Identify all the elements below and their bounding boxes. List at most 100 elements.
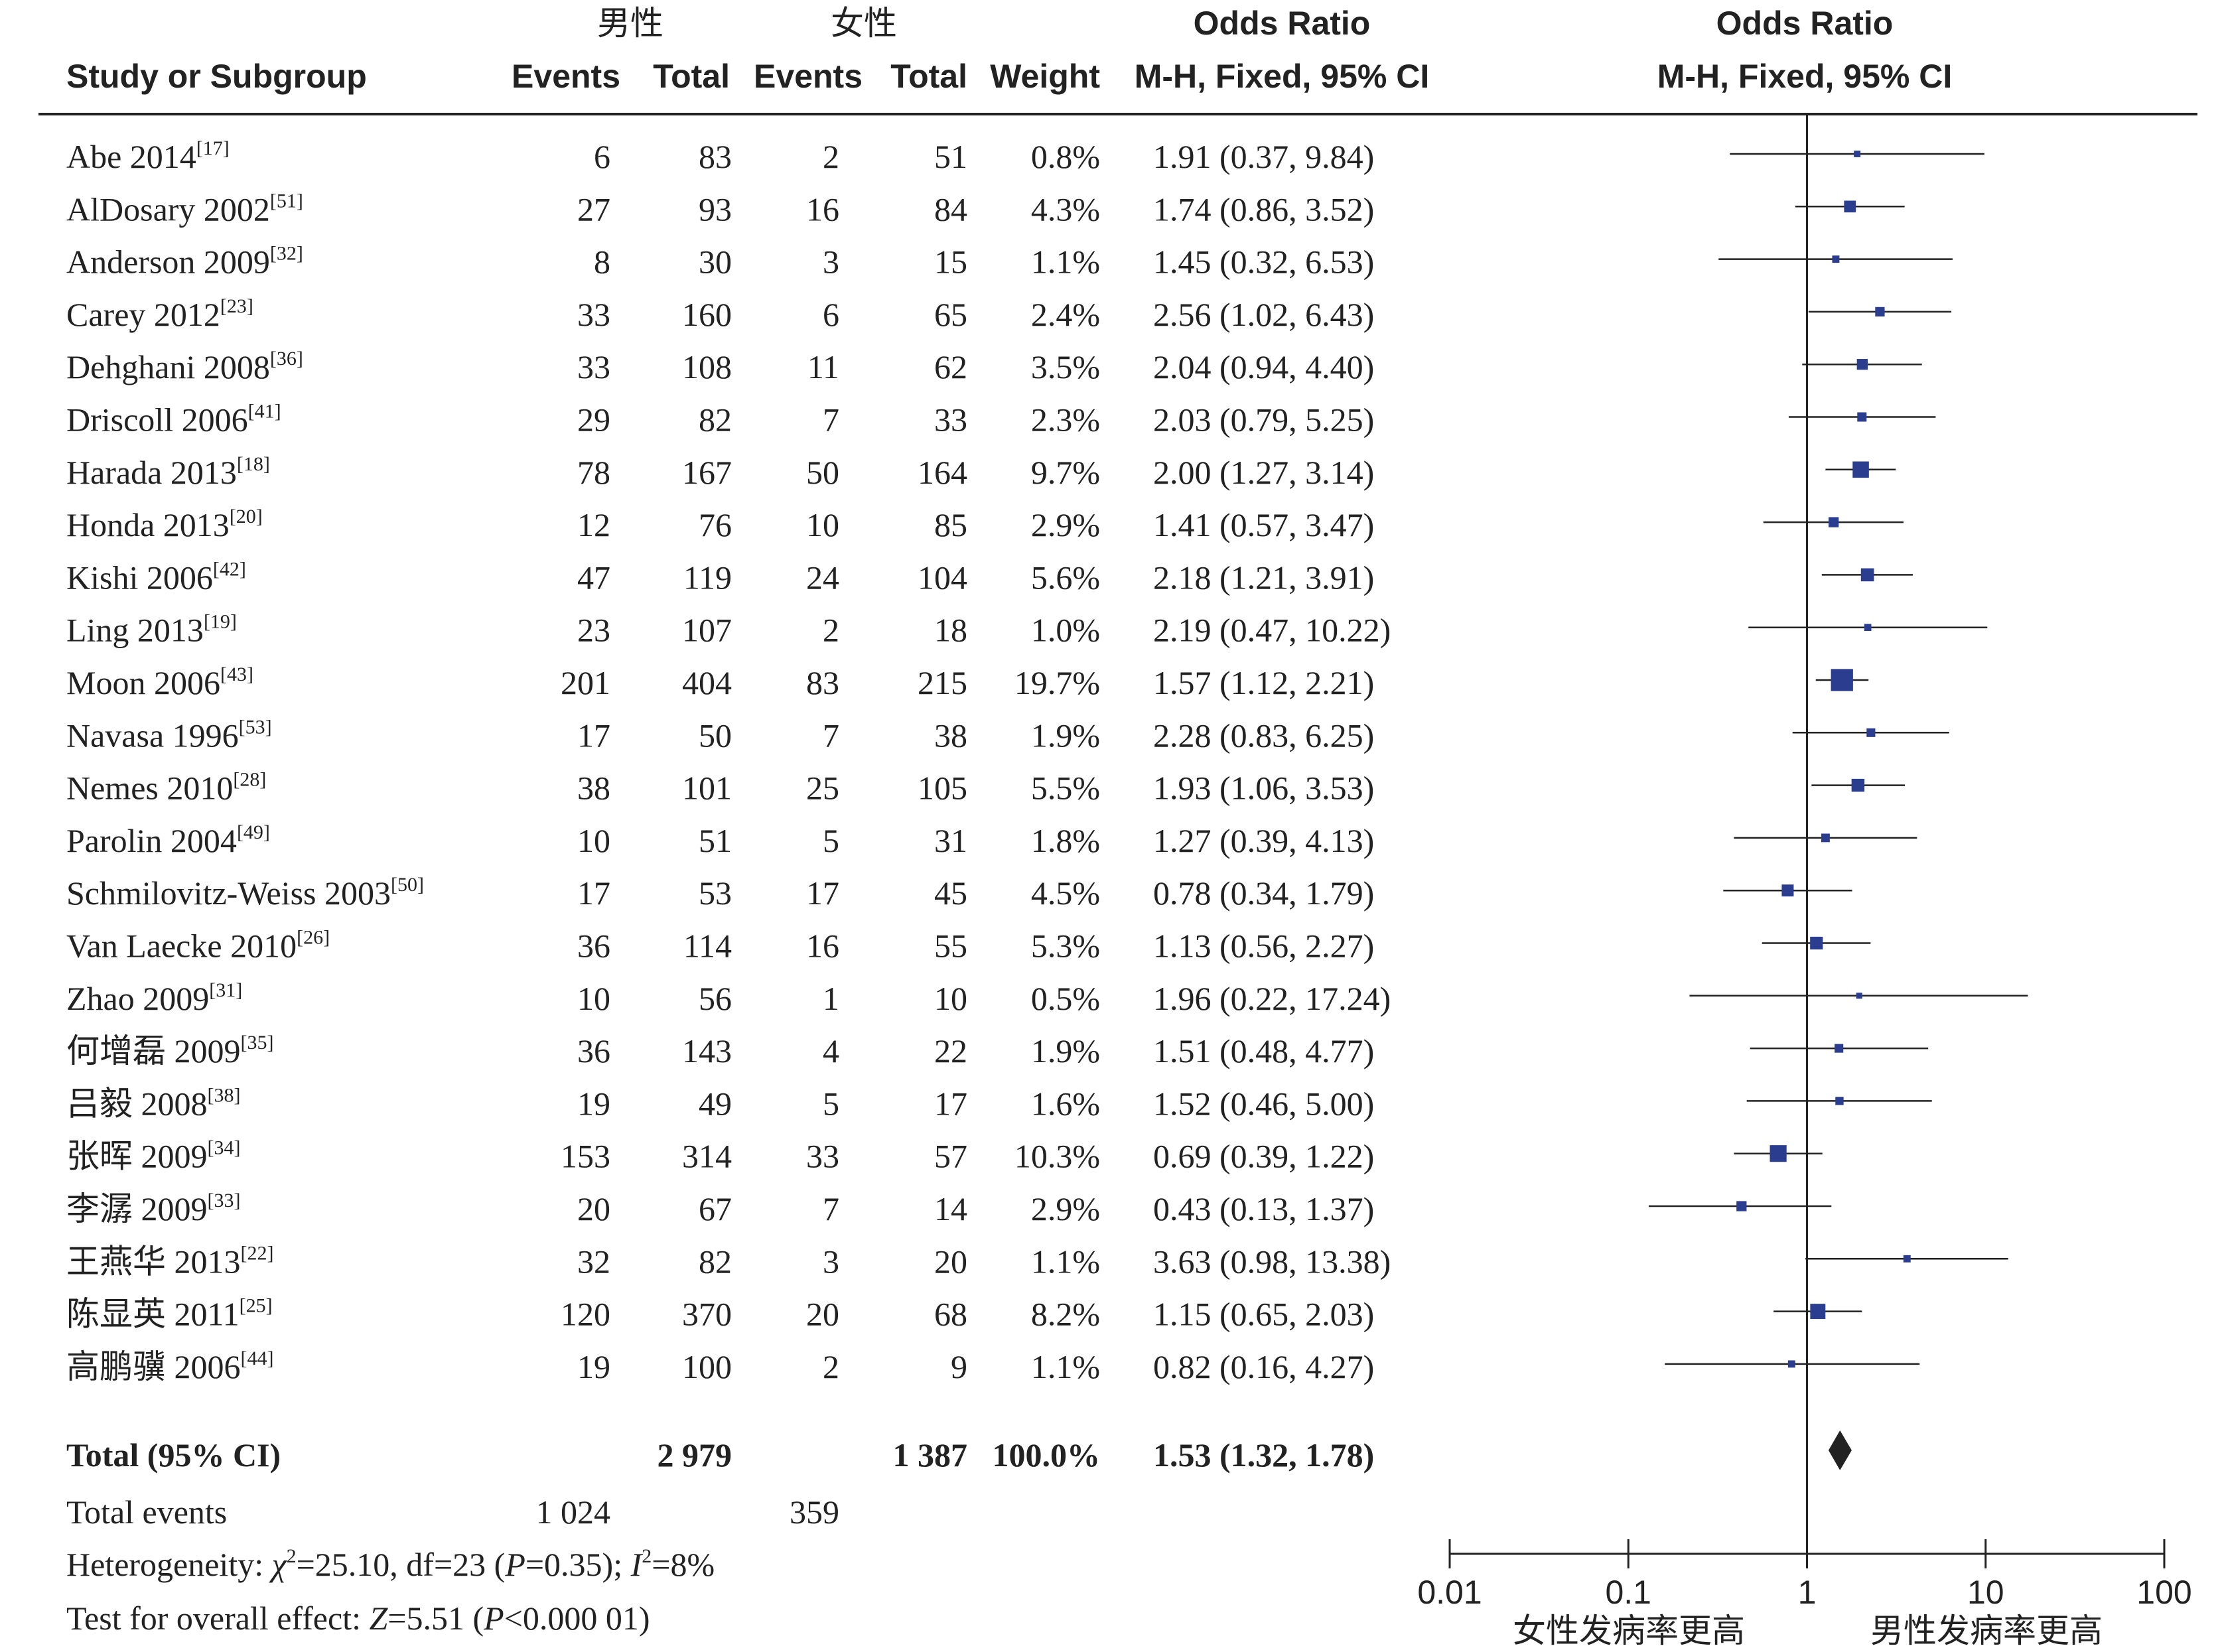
study-weight: 2.4% <box>1031 296 1100 333</box>
study-total2: 215 <box>918 664 967 701</box>
study-point <box>1829 517 1839 527</box>
study-point <box>1852 461 1869 478</box>
col-total2-header: Total <box>890 58 967 95</box>
study-name: Zhao 2009[31] <box>66 979 242 1017</box>
study-events1: 23 <box>577 612 610 649</box>
study-name: Driscoll 2006[41] <box>66 401 281 439</box>
study-total1: 51 <box>699 822 732 859</box>
study-point <box>1844 200 1856 213</box>
study-total2: 164 <box>918 454 967 491</box>
group2-header: 女性 <box>831 4 897 42</box>
study-events1: 153 <box>561 1138 610 1175</box>
study-events1: 32 <box>577 1243 610 1280</box>
study-point <box>1769 1145 1787 1162</box>
study-name: Kishi 2006[42] <box>66 558 246 596</box>
study-point <box>1835 1097 1844 1105</box>
study-ref: [19] <box>204 611 237 633</box>
study-point <box>1854 151 1861 157</box>
study-ci: 2.56 (1.02, 6.43) <box>1153 296 1374 333</box>
col-events1-header: Events <box>512 58 620 95</box>
study-total1: 82 <box>699 401 732 439</box>
study-total2: 33 <box>934 401 967 439</box>
study-ci: 3.63 (0.98, 13.38) <box>1153 1243 1391 1280</box>
study-events1: 29 <box>577 401 610 439</box>
study-name: 何增磊 2009[35] <box>66 1032 273 1069</box>
study-weight: 0.8% <box>1031 138 1100 175</box>
study-events1: 19 <box>577 1348 610 1385</box>
favours-right-label: 男性发病率更高 <box>1870 1612 2103 1650</box>
study-events2: 7 <box>823 717 839 754</box>
study-rows: Abe 2014[17] 6 83 2 51 0.8% 1.91 (0.37, 9.84)A… <box>66 137 1391 1385</box>
study-total2: 20 <box>934 1243 967 1280</box>
study-weight: 2.9% <box>1031 506 1100 543</box>
study-weight: 1.1% <box>1031 1243 1100 1280</box>
study-weight: 1.0% <box>1031 612 1100 649</box>
study-total1: 143 <box>682 1032 732 1069</box>
study-events2: 1 <box>823 980 839 1017</box>
study-ci: 1.15 (0.65, 2.03) <box>1153 1296 1374 1333</box>
study-total1: 49 <box>699 1085 732 1122</box>
study-name: 王燕华 2013[22] <box>66 1242 273 1280</box>
study-ci: 1.13 (0.56, 2.27) <box>1153 928 1374 965</box>
study-name: Dehghani 2008[36] <box>66 348 303 385</box>
study-total2: 38 <box>934 717 967 754</box>
study-ref: [51] <box>270 190 303 212</box>
col-total1-header: Total <box>653 58 730 95</box>
study-events1: 47 <box>577 559 610 596</box>
study-ci: 2.28 (0.83, 6.25) <box>1153 717 1374 754</box>
study-ref: [32] <box>270 243 303 265</box>
x-tick-label: 0.1 <box>1605 1574 1651 1611</box>
study-ci: 2.18 (1.21, 3.91) <box>1153 559 1374 596</box>
study-ci: 1.51 (0.48, 4.77) <box>1153 1032 1374 1069</box>
study-name: Honda 2013[20] <box>66 506 263 543</box>
study-total1: 160 <box>682 296 732 333</box>
study-ref: [50] <box>391 874 424 896</box>
pooled-diamond <box>1828 1430 1852 1470</box>
x-tick-label: 10 <box>1967 1574 2004 1611</box>
study-events1: 120 <box>561 1296 610 1333</box>
study-ref: [36] <box>270 348 303 370</box>
study-total1: 370 <box>682 1296 732 1333</box>
study-total2: 51 <box>934 138 967 175</box>
study-point <box>1787 1360 1795 1368</box>
study-name: 陈显英 2011[25] <box>66 1295 273 1333</box>
study-events2: 50 <box>806 454 839 491</box>
study-point <box>1860 568 1874 582</box>
study-point <box>1831 669 1853 691</box>
study-events2: 3 <box>823 1243 839 1280</box>
study-total1: 100 <box>682 1348 732 1385</box>
study-name: Moon 2006[43] <box>66 663 253 701</box>
study-events2: 6 <box>823 296 839 333</box>
study-weight: 1.9% <box>1031 717 1100 754</box>
study-ci: 1.91 (0.37, 9.84) <box>1153 138 1374 175</box>
study-events1: 8 <box>594 243 610 281</box>
study-total1: 404 <box>682 664 732 701</box>
study-total1: 108 <box>682 348 732 385</box>
study-ref: [42] <box>213 558 246 580</box>
study-name: Ling 2013[19] <box>66 611 237 649</box>
study-weight: 1.9% <box>1031 1032 1100 1069</box>
study-ref: [41] <box>248 401 281 423</box>
study-events1: 27 <box>577 190 610 228</box>
total-weight: 100.0% <box>993 1436 1101 1474</box>
study-point <box>1864 624 1872 631</box>
study-point <box>1875 307 1885 317</box>
study-point <box>1856 359 1868 370</box>
study-total2: 84 <box>934 190 967 228</box>
study-total2: 14 <box>934 1190 967 1227</box>
group1-header: 男性 <box>597 4 663 42</box>
total-events2: 359 <box>790 1493 839 1531</box>
study-events1: 78 <box>577 454 610 491</box>
study-total1: 53 <box>699 874 732 912</box>
study-name: Parolin 2004[49] <box>66 821 270 859</box>
or-method-left: M-H, Fixed, 95% CI <box>1135 58 1430 95</box>
study-weight: 9.7% <box>1031 454 1100 491</box>
total-events1: 1 024 <box>536 1493 611 1531</box>
study-name: Anderson 2009[32] <box>66 243 303 281</box>
study-name: 高鹏骥 2006[44] <box>66 1347 273 1385</box>
study-events1: 6 <box>594 138 610 175</box>
study-ref: [23] <box>220 295 253 317</box>
study-total1: 101 <box>682 770 732 807</box>
study-total2: 68 <box>934 1296 967 1333</box>
study-events1: 20 <box>577 1190 610 1227</box>
